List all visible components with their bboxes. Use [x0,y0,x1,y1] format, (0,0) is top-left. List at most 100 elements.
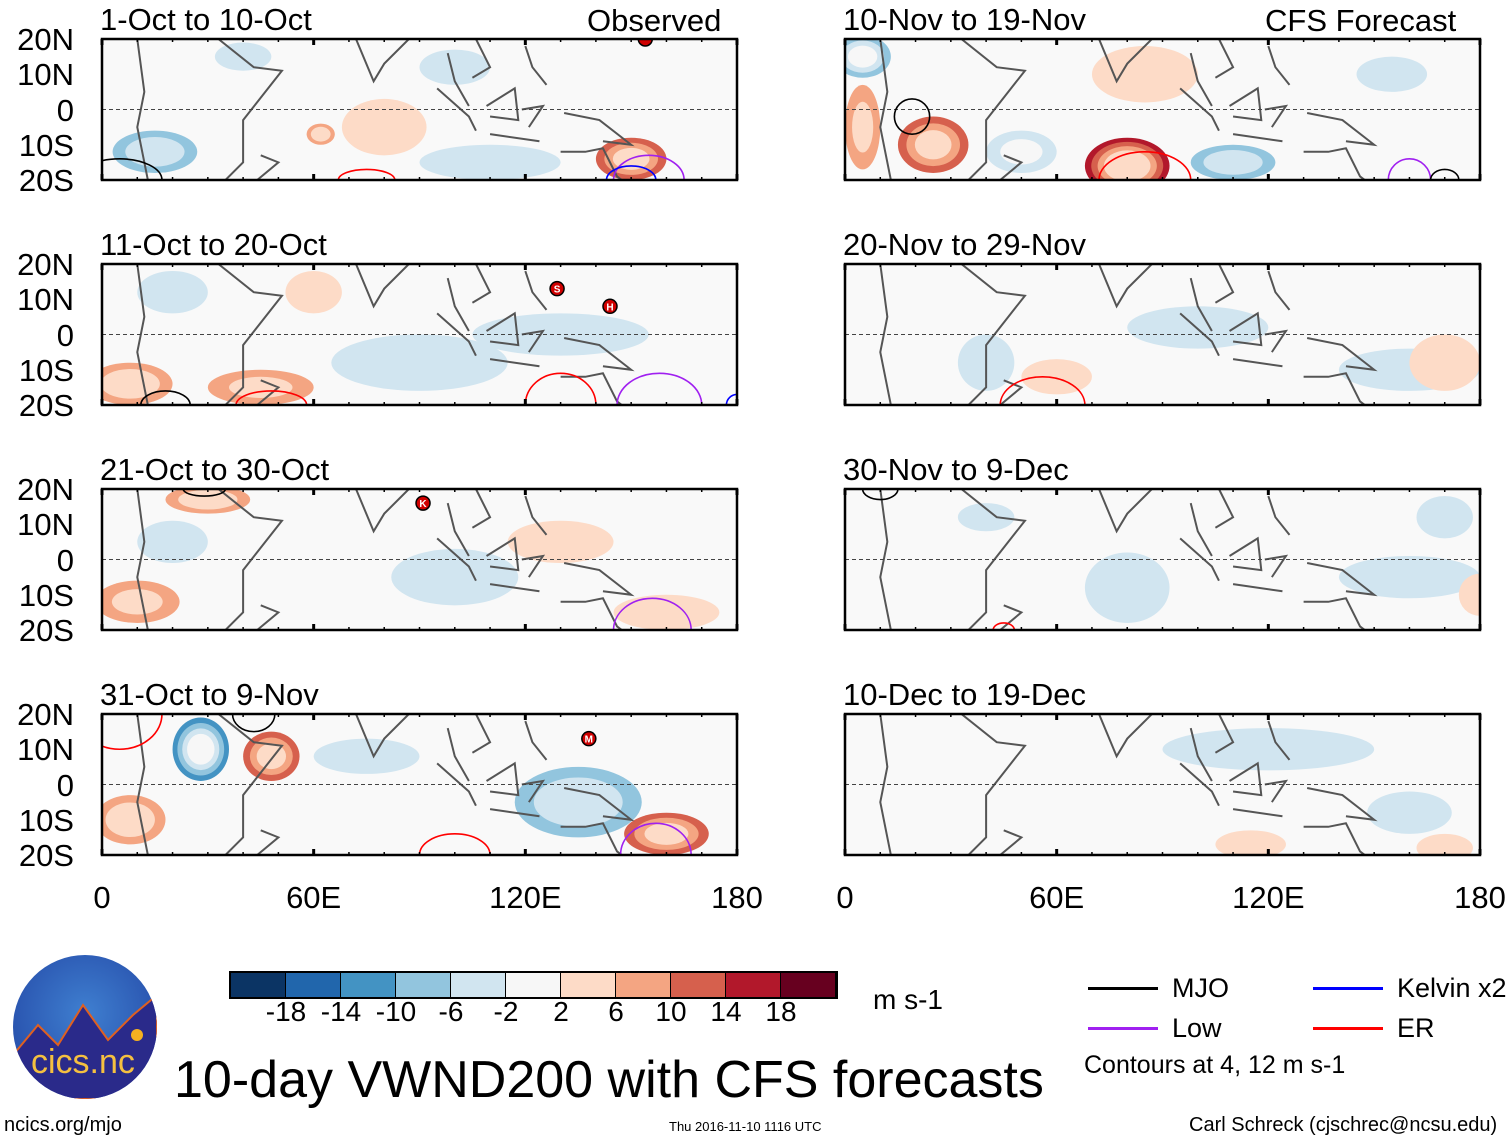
panel-title: 20-Nov to 29-Nov [843,227,1086,262]
contour-low [612,597,692,630]
lat-label: 0 [56,92,74,128]
lon-label: 60E [286,880,342,915]
contour-er [1098,151,1192,180]
colorbar-label: -14 [320,996,362,1027]
map-panel [843,37,1482,182]
map-panel: K [100,487,739,632]
logo: cics.nc [13,955,157,1099]
observed-label: Observed [587,3,722,38]
contour-er [992,622,1016,630]
colorbar-swatch [341,973,396,997]
legend-line-kelvin-x2 [1313,987,1383,990]
anomaly-shade [187,733,215,765]
anomaly-shade [105,802,155,838]
lon-label: 0 [93,880,111,915]
svg-text:H: H [606,302,613,313]
panel-title: 31-Oct to 9-Nov [100,677,319,712]
panel-title: 30-Nov to 9-Dec [843,452,1069,487]
footer-author: Carl Schreck (cjschrec@ncsu.edu) [1189,1114,1498,1136]
anomaly-shade [613,594,720,630]
lat-label: 10N [17,732,74,768]
lat-label: 10N [17,282,74,318]
panel-title: 11-Oct to 20-Oct [100,227,327,262]
anomaly-shade [1338,555,1480,599]
colorbar-swatch [781,973,836,997]
svg-text:M: M [585,735,593,746]
storm-marker: K [415,495,431,511]
lat-label: 20S [18,388,74,423]
legend-line-mjo [1088,987,1158,990]
lat-label: 10S [18,802,74,838]
anomaly-shade [914,130,952,160]
legend-label: Kelvin x2 [1397,973,1507,1003]
map-panel [843,487,1482,632]
anomaly-shade [419,49,491,85]
contour-mjo [231,714,276,733]
anomaly-shade [285,271,342,314]
colorbar-swatch [616,973,671,997]
colorbar-label: -2 [493,996,519,1027]
anomaly-shade [137,520,208,564]
lat-label: 20S [18,838,74,873]
lat-label: 10N [17,507,74,543]
map-panel: SH [100,262,739,407]
colorbar-label: 2 [553,996,569,1027]
map-panel [100,37,739,182]
cfs-forecast-label: CFS Forecast [1265,3,1457,38]
anomaly-shade [644,822,689,845]
anomaly-shade [419,144,561,180]
anomaly-shade [1162,728,1375,771]
storm-marker [637,39,654,47]
legend-line-er [1313,1027,1383,1030]
anomaly-shade [1367,791,1452,834]
storm-marker: S [549,280,565,297]
anomaly-shade [1021,359,1092,395]
anomaly-shade [533,777,623,827]
svg-text:S: S [554,285,561,296]
anomaly-shade [507,520,614,564]
anomaly-shade [391,548,519,606]
panel-title: 10-Dec to 19-Dec [843,677,1086,712]
anomaly-shade [1409,334,1480,391]
lat-label: 10S [18,352,74,388]
contour-low [1387,158,1432,180]
contour-mjo [102,158,163,180]
anomaly-shade [331,334,508,391]
contour-mjo [861,489,899,501]
svg-text:K: K [419,499,427,510]
anomaly-shade [111,589,163,615]
anomaly-shade [137,271,208,314]
lat-label: 10S [18,127,74,163]
panel-title: 21-Oct to 30-Oct [100,452,330,487]
anomaly-shade [214,42,272,71]
anomaly-shade [310,126,331,142]
colorbar-swatch [726,973,781,997]
colorbar-swatch [506,973,561,997]
colorbar-swatch [231,973,286,997]
contour-er [337,168,396,180]
anomaly-shade [1084,552,1170,623]
anomaly-shade [125,136,185,167]
anomaly-shade [229,376,293,398]
contour-mjo [1429,168,1460,180]
logo-text: cics.nc [31,1043,135,1081]
colorbar-label: 10 [655,996,687,1027]
footer-url[interactable]: ncics.org/mjo [4,1114,122,1136]
colorbar-label: 18 [765,996,797,1027]
anomaly-shade [1127,306,1269,349]
legend-line-low [1088,1027,1158,1030]
colorbar-swatch [671,973,726,997]
lat-label: 20N [17,472,74,507]
lat-label: 20S [18,613,74,648]
contour-er [102,714,163,751]
lat-label: 10S [18,577,74,613]
lat-label: 20N [17,247,74,282]
storm-marker: M [581,730,597,747]
lat-label: 0 [56,317,74,353]
map-panel [843,712,1482,857]
legend-label: Low [1172,1013,1222,1043]
colorbar-swatch [396,973,451,997]
colorbar-swatch [286,973,341,997]
anomaly-shade [1416,833,1473,855]
